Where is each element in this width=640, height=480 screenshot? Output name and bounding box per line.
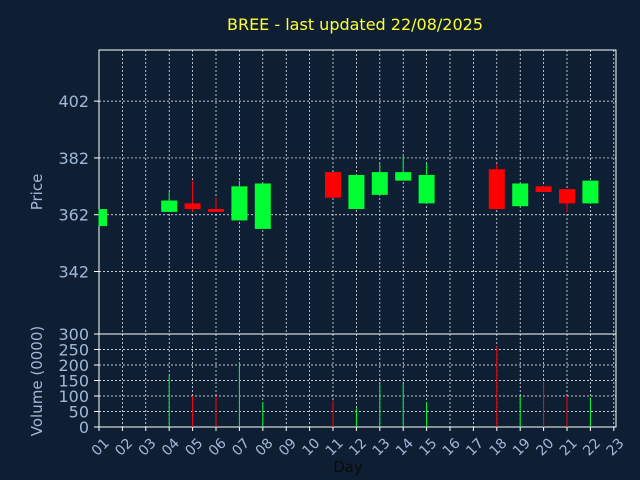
candle-body — [559, 189, 575, 204]
candle-body — [512, 183, 529, 207]
x-tick-label: 14 — [393, 435, 417, 459]
price-tick-label: 382 — [58, 149, 89, 168]
x-tick-label: 21 — [557, 435, 581, 459]
x-tick-label: 18 — [487, 435, 511, 459]
volume-tick-label: 300 — [58, 325, 89, 344]
candle-body — [161, 200, 178, 212]
candle-body — [582, 180, 599, 204]
candle-body — [99, 209, 107, 227]
x-tick-label: 23 — [604, 435, 628, 459]
candle-body — [348, 174, 365, 210]
x-tick-label: 10 — [299, 435, 323, 459]
chart-title: BREE - last updated 22/08/2025 — [227, 15, 483, 34]
candle-body — [325, 172, 341, 198]
volume-tick-label: 250 — [58, 341, 89, 360]
price-axis-label: Price — [28, 174, 46, 211]
volume-tick-label: 100 — [58, 387, 89, 406]
volume-tick-label: 150 — [58, 372, 89, 391]
price-tick-label: 362 — [58, 206, 89, 225]
x-tick-label: 12 — [346, 435, 370, 459]
candle-body — [395, 172, 412, 181]
volume-tick-label: 0 — [79, 418, 89, 437]
x-axis: 01 02 03 04 05 06 07 08 09 10 11 12 13 14 15 16 17 18 19 20… — [89, 427, 628, 459]
x-tick-label: 03 — [136, 435, 160, 459]
x-tick-label: 22 — [580, 435, 604, 459]
x-tick-label: 05 — [182, 435, 206, 459]
x-tick-label: 06 — [206, 435, 230, 459]
x-tick-label: 04 — [159, 435, 183, 459]
x-tick-label: 17 — [463, 435, 487, 459]
x-tick-label: 13 — [370, 435, 394, 459]
price-panel: 402 382 362 342 — [58, 49, 617, 335]
candle-body — [488, 169, 505, 210]
candle-body — [371, 172, 388, 195]
x-tick-label: 15 — [416, 435, 440, 459]
candle-body — [184, 203, 201, 210]
x-tick-label: 19 — [510, 435, 534, 459]
volume-tick-label: 50 — [69, 403, 89, 422]
candle-body — [254, 183, 271, 229]
candle-body — [231, 186, 248, 221]
x-tick-label: 08 — [253, 435, 277, 459]
x-tick-label: 07 — [229, 435, 253, 459]
price-tick-label: 342 — [58, 263, 89, 282]
x-tick-label: 20 — [533, 435, 557, 459]
x-axis-label: Day — [333, 458, 363, 476]
candle-body — [418, 174, 435, 204]
x-tick-label: 11 — [323, 435, 347, 459]
volume-tick-label: 200 — [58, 356, 89, 375]
price-tick-label: 402 — [58, 92, 89, 111]
x-tick-label: 16 — [440, 435, 464, 459]
candle-body — [208, 209, 224, 212]
x-tick-label: 01 — [89, 435, 113, 459]
volume-axis-label: Volume (0000) — [28, 326, 46, 436]
candle-body — [535, 186, 552, 192]
x-tick-label: 09 — [276, 435, 300, 459]
x-tick-label: 02 — [112, 435, 136, 459]
